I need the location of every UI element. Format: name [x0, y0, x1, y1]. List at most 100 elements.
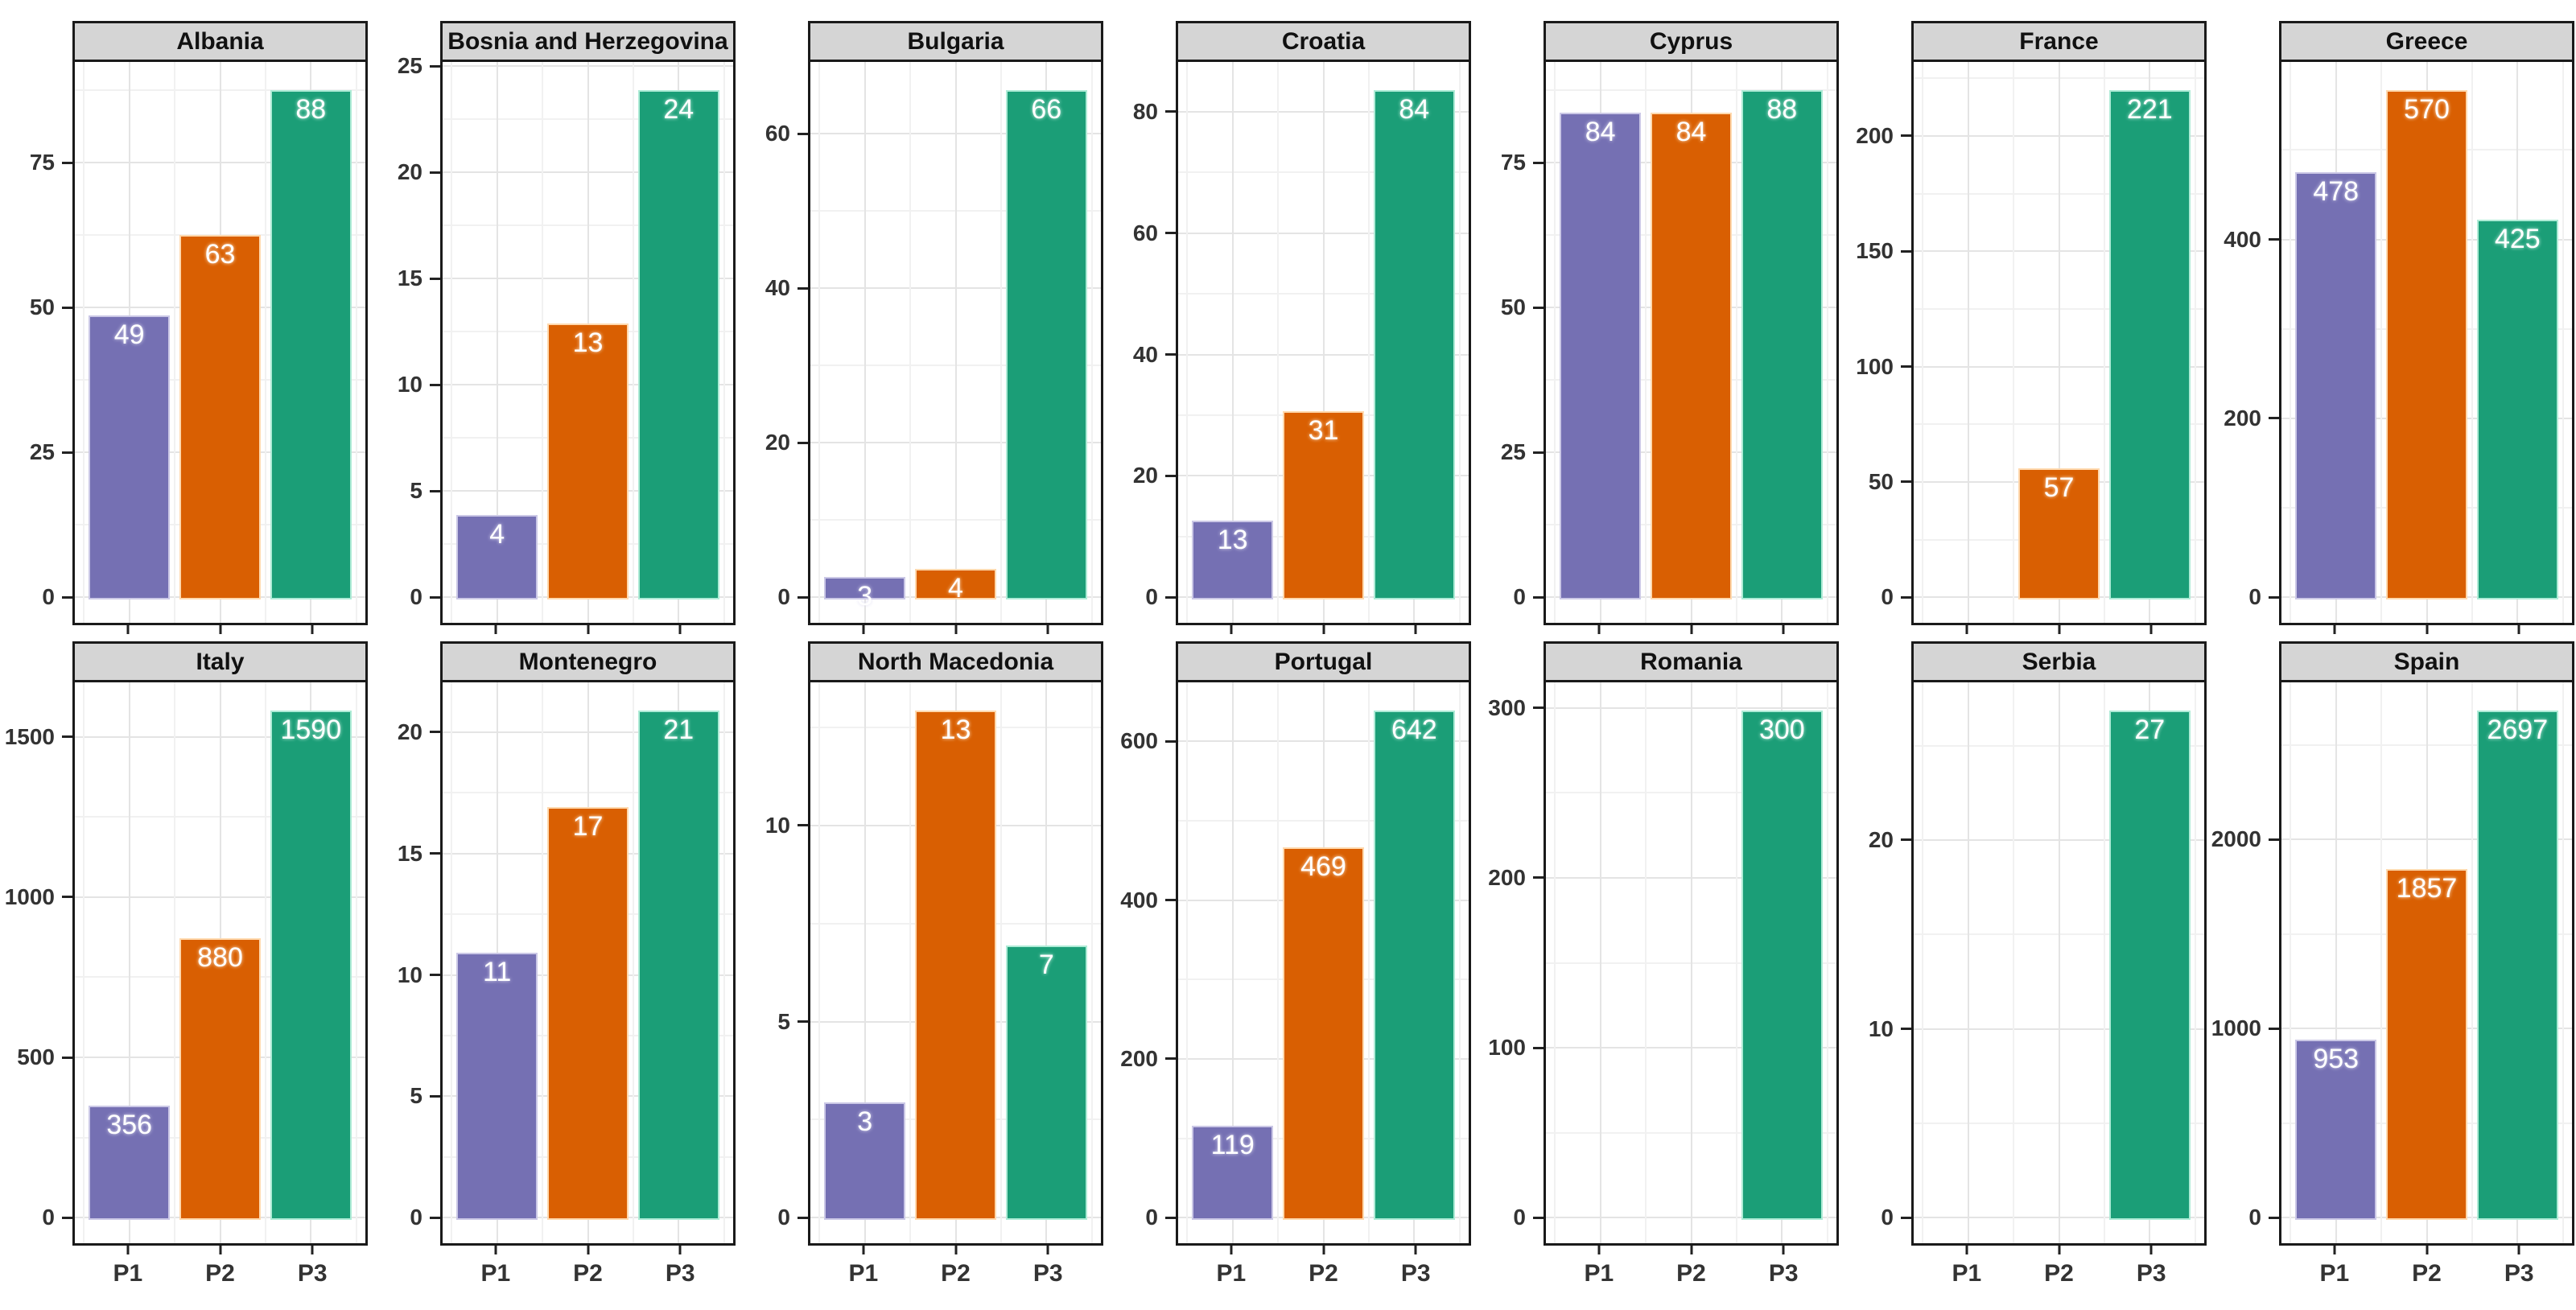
- y-axis-bulgaria: 0 20 40 60: [736, 60, 808, 625]
- y-tick-mark: [62, 896, 72, 899]
- y-tick-label: 20: [397, 719, 422, 744]
- y-tick-mark: [1901, 595, 1911, 599]
- y-tick-label: 60: [765, 121, 790, 146]
- facet-grid: Albania 0 25 50 75 49 63 88 Bosnia and Herzegovi…: [0, 21, 2574, 1310]
- gridline-minor-vertical: [2103, 62, 2105, 623]
- gridline-minor-vertical: [2290, 682, 2292, 1243]
- y-tick-mark: [1533, 306, 1544, 309]
- bar-montenegro-p3: [637, 710, 720, 1221]
- facet-title: Serbia: [2022, 648, 2096, 675]
- x-tick-label: P3: [297, 1260, 328, 1287]
- facet-cell-bulgaria: Bulgaria 0 20 40 60 3 4 66: [736, 21, 1103, 641]
- bar-romania-p3: [1741, 710, 1824, 1221]
- x-tick-mark: [494, 625, 497, 634]
- x-tick-mark: [1782, 625, 1785, 634]
- x-tick-mark: [311, 1246, 314, 1254]
- gridline-minor-vertical: [1367, 62, 1370, 623]
- y-tick-label: 0: [2248, 1205, 2261, 1230]
- x-axis-croatia: [1176, 625, 1471, 641]
- y-axis-bosnia-and-herzegovina: 0 5 10 15 20 25: [368, 53, 440, 625]
- y-tick-label: 1000: [4, 884, 55, 909]
- facet-cell-montenegro: Montenegro 0 5 10 15 20 11 17 21 P1 P2 P3: [368, 641, 736, 1310]
- gridline-minor-vertical: [2013, 62, 2015, 623]
- panel-portugal: 119 469 642: [1176, 680, 1471, 1246]
- x-tick-mark: [1414, 1246, 1417, 1254]
- y-tick-label: 10: [1868, 1015, 1894, 1041]
- y-tick-label: 0: [42, 1205, 55, 1230]
- gridline-minor-vertical: [1826, 682, 1828, 1243]
- gridline-minor-vertical: [632, 682, 634, 1243]
- y-tick-mark: [430, 171, 440, 174]
- y-tick-label: 0: [410, 584, 422, 610]
- gridline-minor-vertical: [174, 682, 176, 1243]
- y-tick-mark: [430, 383, 440, 386]
- x-tick-label: P1: [113, 1260, 143, 1287]
- facet-title: Italy: [196, 648, 245, 675]
- bar-portugal-p2: [1282, 847, 1365, 1221]
- x-tick-mark: [1782, 1246, 1785, 1254]
- gridline-major-vertical: [1231, 62, 1234, 623]
- bar-bulgaria-p2: [914, 568, 997, 600]
- panel-bulgaria: 3 4 66: [808, 60, 1103, 625]
- x-tick-mark: [587, 625, 589, 634]
- y-tick-label: 50: [29, 295, 55, 320]
- gridline-major-vertical: [2335, 682, 2337, 1243]
- facet-cell-north-macedonia: North Macedonia 0 5 10 3 13 7 P1 P2 P3: [736, 641, 1103, 1310]
- y-tick-label: 5: [410, 478, 422, 504]
- gridline-minor-vertical: [542, 682, 544, 1243]
- gridline-minor-vertical: [909, 62, 912, 623]
- y-tick-label: 0: [42, 584, 55, 610]
- facet-title: North Macedonia: [857, 648, 1054, 675]
- y-tick-mark: [798, 1020, 808, 1024]
- x-tick-label: P1: [1584, 1260, 1614, 1287]
- facet-cell-serbia: Serbia 0 10 20 27 P1 P2 P3: [1839, 641, 2207, 1310]
- y-tick-label: 1500: [4, 723, 55, 749]
- bar-italy-p3: [270, 710, 352, 1221]
- x-tick-mark: [2517, 1246, 2520, 1254]
- y-tick-mark: [1901, 480, 1911, 484]
- x-axis-serbia: P1 P2 P3: [1911, 1246, 2207, 1310]
- y-tick-mark: [2269, 1027, 2279, 1030]
- x-tick-mark: [2426, 1246, 2428, 1254]
- panel-bosnia-and-herzegovina: 4 13 24: [440, 60, 736, 625]
- y-axis-romania: 0 100 200 300: [1471, 680, 1544, 1246]
- facet-strip-portugal: Portugal: [1176, 641, 1471, 680]
- y-tick-label: 0: [1145, 584, 1158, 610]
- y-tick-label: 400: [1120, 887, 1158, 912]
- bar-north-macedonia-p3: [1005, 945, 1088, 1221]
- gridline-minor-vertical: [1277, 62, 1280, 623]
- y-tick-label: 150: [1856, 238, 1894, 264]
- x-tick-mark: [2517, 625, 2520, 634]
- y-tick-mark: [1533, 706, 1544, 710]
- facet-cell-italy: Italy 0 500 1000 1500 356 880 1590 P1 P2 P3: [0, 641, 368, 1310]
- facet-title: Greece: [2385, 27, 2468, 55]
- bar-france-p2: [2018, 468, 2100, 600]
- gridline-minor-vertical: [2103, 682, 2105, 1243]
- y-tick-label: 50: [1500, 295, 1526, 320]
- x-tick-mark: [311, 625, 314, 634]
- x-tick-label: P3: [2136, 1260, 2166, 1287]
- y-tick-label: 0: [777, 1205, 790, 1230]
- gridline-minor-vertical: [999, 62, 1002, 623]
- x-tick-mark: [1414, 625, 1417, 634]
- bar-bosnia-and-herzegovina-p1: [455, 514, 538, 600]
- gridline-minor-vertical: [1922, 62, 1924, 623]
- x-tick-mark: [1322, 625, 1325, 634]
- facet-title: France: [2019, 27, 2099, 55]
- x-tick-mark: [2149, 625, 2153, 634]
- gridline-minor-vertical: [818, 682, 821, 1243]
- facet-strip-bosnia-and-herzegovina: Bosnia and Herzegovina: [440, 21, 736, 60]
- gridline-minor-vertical: [1277, 682, 1280, 1243]
- y-tick-label: 20: [765, 430, 790, 455]
- x-tick-mark: [954, 625, 957, 634]
- bar-italy-p1: [88, 1106, 171, 1221]
- x-tick-label: P2: [573, 1260, 603, 1287]
- x-axis-spain: P1 P2 P3: [2279, 1246, 2574, 1310]
- x-axis-portugal: P1 P2 P3: [1176, 1246, 1471, 1310]
- gridline-minor-vertical: [723, 62, 725, 623]
- y-tick-mark: [1165, 353, 1176, 356]
- x-tick-label: P1: [480, 1260, 511, 1287]
- gridline-major-vertical: [863, 62, 866, 623]
- y-tick-mark: [62, 595, 72, 599]
